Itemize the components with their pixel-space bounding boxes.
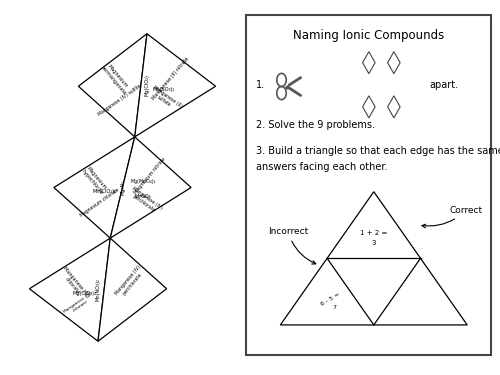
Text: 2. Solve the 9 problems.: 2. Solve the 9 problems.: [256, 120, 376, 130]
Text: Incorrect: Incorrect: [268, 227, 316, 264]
Text: Correct: Correct: [422, 206, 482, 228]
Text: Manganese (II) nitrate: Manganese (II) nitrate: [152, 56, 190, 100]
Polygon shape: [110, 137, 191, 238]
Text: Mg₃N₂: Mg₃N₂: [120, 180, 125, 195]
Text: 7: 7: [332, 306, 336, 310]
Text: Mg(MnO₄)₂: Mg(MnO₄)₂: [130, 179, 156, 184]
Text: Manganese (IV)
perchlorate: Manganese (IV) perchlorate: [128, 186, 163, 215]
Text: Mn(ClO₂)₄: Mn(ClO₂)₄: [92, 189, 116, 194]
Text: answers facing each other.: answers facing each other.: [256, 162, 388, 172]
Text: Mg(ClO₃)₂: Mg(ClO₃)₂: [72, 291, 96, 296]
Polygon shape: [98, 238, 166, 341]
Polygon shape: [54, 137, 135, 238]
Text: Manganese (IV)
chlorate: Manganese (IV) chlorate: [63, 291, 96, 318]
Text: 1 + 2 =: 1 + 2 =: [360, 230, 388, 236]
Text: apart.: apart.: [430, 80, 458, 90]
Text: Magnesium nitride: Magnesium nitride: [134, 157, 167, 195]
Text: Mn(SO₃)₂: Mn(SO₃)₂: [152, 87, 174, 92]
Text: MnSO₄: MnSO₄: [134, 194, 151, 200]
Text: 3: 3: [372, 240, 376, 246]
Text: 6 - 5 =: 6 - 5 =: [320, 292, 342, 307]
FancyBboxPatch shape: [246, 15, 491, 355]
Text: 3. Build a triangle so that each edge has the same: 3. Build a triangle so that each edge ha…: [256, 146, 500, 156]
Text: 1.: 1.: [256, 80, 266, 90]
Polygon shape: [135, 34, 216, 137]
Text: Mn(NO₃)₂: Mn(NO₃)₂: [96, 278, 100, 301]
Polygon shape: [30, 238, 110, 341]
Text: Manganese (II)
sulfate: Manganese (II) sulfate: [148, 84, 183, 113]
Text: Manganese (IV)
chlorate: Manganese (IV) chlorate: [58, 266, 90, 302]
Text: Manganese (IV)
perchlorate: Manganese (IV) perchlorate: [114, 264, 146, 300]
Text: Mg(ClO₂): Mg(ClO₂): [144, 74, 150, 96]
Text: Manganese (IV) sulfite: Manganese (IV) sulfite: [98, 84, 142, 117]
Text: Magnesium chlorate: Magnesium chlorate: [79, 187, 120, 218]
Polygon shape: [78, 34, 147, 137]
Text: Magnesium
hypochlorite: Magnesium hypochlorite: [80, 165, 109, 195]
Text: Naming Ionic Compounds: Naming Ionic Compounds: [293, 29, 444, 42]
Text: Magnesium
permanganate: Magnesium permanganate: [100, 61, 131, 96]
